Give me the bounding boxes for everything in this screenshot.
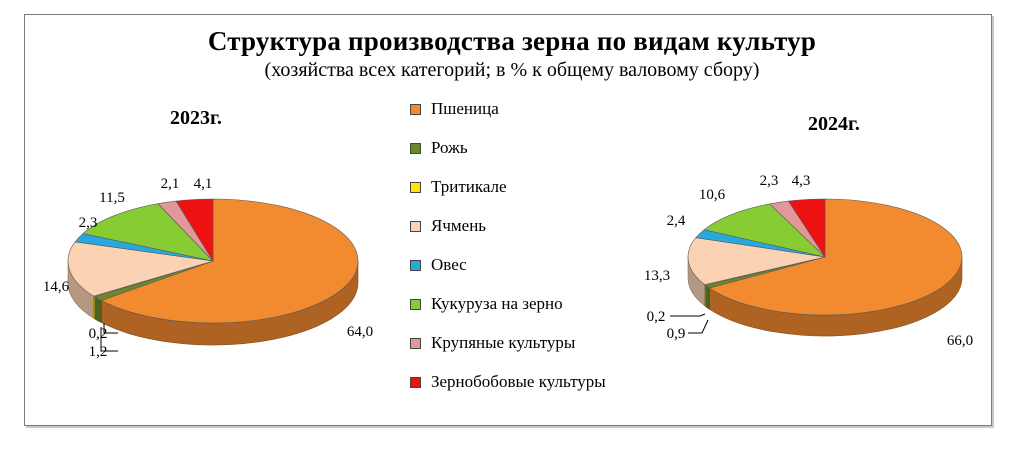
- data-label-2024-6: 2,3: [760, 173, 779, 189]
- data-label-2023-5: 11,5: [99, 190, 125, 206]
- legend-label: Тритикале: [431, 177, 507, 196]
- legend-item: Зернобобовые культуры: [410, 371, 606, 393]
- chart-subtitle: (хозяйства всех категорий; в % к общему …: [264, 59, 760, 81]
- data-label-2024-4: 2,4: [667, 213, 686, 229]
- leader-line-2024-2: [670, 313, 706, 317]
- leader-line-2023-1: [100, 327, 118, 352]
- data-label-2023-2: 0,2: [89, 326, 108, 342]
- pie-title-2024: 2024г.: [808, 113, 860, 135]
- pie-slice-2024-0: [708, 198, 963, 316]
- legend-item: Крупяные культуры: [410, 332, 575, 354]
- chart-title: Структура производства зерна по видам ку…: [207, 26, 817, 56]
- legend-swatch: [410, 259, 421, 271]
- pie-slice-2024-7: [787, 198, 826, 259]
- data-label-2024-0: 66,0: [947, 333, 973, 349]
- pie-title-2023: 2023г.: [170, 107, 222, 129]
- legend-item: Ячмень: [410, 215, 486, 237]
- data-label-2023-6: 2,1: [161, 176, 180, 192]
- legend-item: Пшеница: [410, 98, 499, 120]
- legend-item: Овес: [410, 254, 467, 276]
- legend-label: Пшеница: [431, 99, 499, 118]
- pie-slice-2023-3: [67, 241, 214, 297]
- data-label-2024-1: 0,9: [667, 326, 686, 342]
- legend-label: Зернобобовые культуры: [431, 372, 606, 391]
- pie-2024: [670, 198, 963, 337]
- legend-swatch: [410, 220, 421, 232]
- pie-2023: [67, 198, 359, 352]
- data-label-2024-7: 4,3: [792, 173, 811, 189]
- data-label-2023-1: 1,2: [89, 344, 108, 360]
- legend-label: Кукуруза на зерно: [431, 294, 563, 313]
- legend-swatch: [410, 376, 421, 388]
- legend-item: Кукуруза на зерно: [410, 293, 563, 315]
- legend-swatch: [410, 337, 421, 349]
- data-label-2023-7: 4,1: [194, 176, 213, 192]
- pie-side-2024-1: [705, 284, 710, 310]
- leader-line-2023-2: [103, 323, 118, 334]
- data-label-2024-2: 0,2: [647, 309, 666, 325]
- pie-slice-2023-5: [82, 203, 214, 262]
- legend-item: Рожь: [410, 137, 468, 159]
- legend-swatch: [410, 181, 421, 193]
- data-label-2023-0: 64,0: [347, 324, 373, 340]
- legend-swatch: [410, 103, 421, 115]
- legend-label: Рожь: [431, 138, 468, 157]
- legend-label: Крупяные культуры: [431, 333, 576, 352]
- pie-slice-2023-0: [100, 198, 359, 324]
- legend-label: Ячмень: [431, 216, 487, 235]
- pie-slice-2024-3: [687, 237, 826, 285]
- legend-item: Тритикале: [410, 176, 507, 198]
- legend-swatch: [410, 142, 421, 154]
- data-label-2023-4: 2,3: [79, 215, 98, 231]
- leader-line-2024-1: [688, 319, 709, 334]
- pie-side-2023-1: [94, 296, 102, 324]
- data-label-2024-3: 13,3: [644, 268, 670, 284]
- pie-slice-2023-7: [175, 198, 214, 263]
- data-label-2024-5: 10,6: [699, 187, 726, 203]
- legend-swatch: [410, 298, 421, 310]
- legend-label: Овес: [431, 255, 467, 274]
- pie-slice-2024-5: [703, 203, 826, 258]
- data-label-2023-3: 14,6: [43, 279, 70, 295]
